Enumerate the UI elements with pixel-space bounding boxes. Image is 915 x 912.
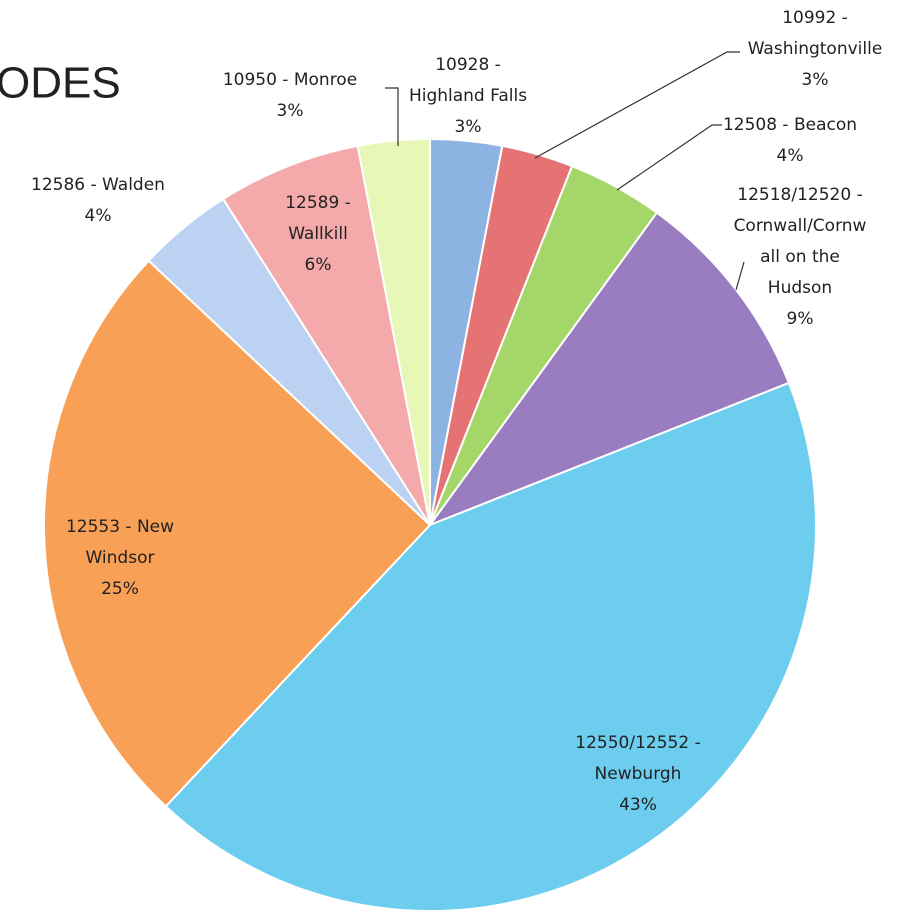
value-label: 4% xyxy=(85,206,112,226)
value-label: 9% xyxy=(787,309,814,329)
slice xyxy=(356,137,431,526)
slice-label: all on the xyxy=(760,247,840,267)
slice-label: 12589 - xyxy=(285,193,351,213)
slice-label: 10928 - xyxy=(435,55,501,75)
pie xyxy=(43,137,817,912)
slice-label: 10992 - xyxy=(782,8,848,28)
leader-line xyxy=(385,87,399,146)
slice-label: 12586 - Walden xyxy=(31,175,165,195)
slice-label: Highland Falls xyxy=(409,86,527,106)
slice xyxy=(164,381,817,912)
slice-label: Windsor xyxy=(86,548,155,568)
slice-label: 12518/12520 - xyxy=(737,185,862,205)
slice-label: 12553 - New xyxy=(66,517,174,537)
value-label: 3% xyxy=(455,117,482,137)
value-label: 25% xyxy=(101,579,139,599)
labels: 10928 - Highland Falls 3% 10992 - Washington… xyxy=(31,8,882,815)
value-label: 43% xyxy=(619,795,657,815)
slice-label: Newburgh xyxy=(595,764,682,784)
slice-label: 10950 - Monroe xyxy=(223,70,357,90)
value-label: 4% xyxy=(777,146,804,166)
slice-label: Washingtonville xyxy=(748,39,883,59)
value-label: 3% xyxy=(277,101,304,121)
slice xyxy=(427,211,791,528)
slice-label: Hudson xyxy=(768,278,832,298)
slice-label: 12550/12552 - xyxy=(575,733,700,753)
leader-line xyxy=(616,124,722,191)
leader-line xyxy=(735,261,745,291)
slice-label: Wallkill xyxy=(288,224,348,244)
slice xyxy=(43,259,432,808)
leader-line xyxy=(534,51,740,159)
slice xyxy=(221,144,431,526)
slice-label: 12508 - Beacon xyxy=(723,115,857,135)
value-label: 3% xyxy=(802,70,829,90)
chart-title: ODES xyxy=(0,59,121,108)
value-label: 6% xyxy=(305,255,332,275)
slice-label: Cornwall/Cornw xyxy=(734,216,867,236)
